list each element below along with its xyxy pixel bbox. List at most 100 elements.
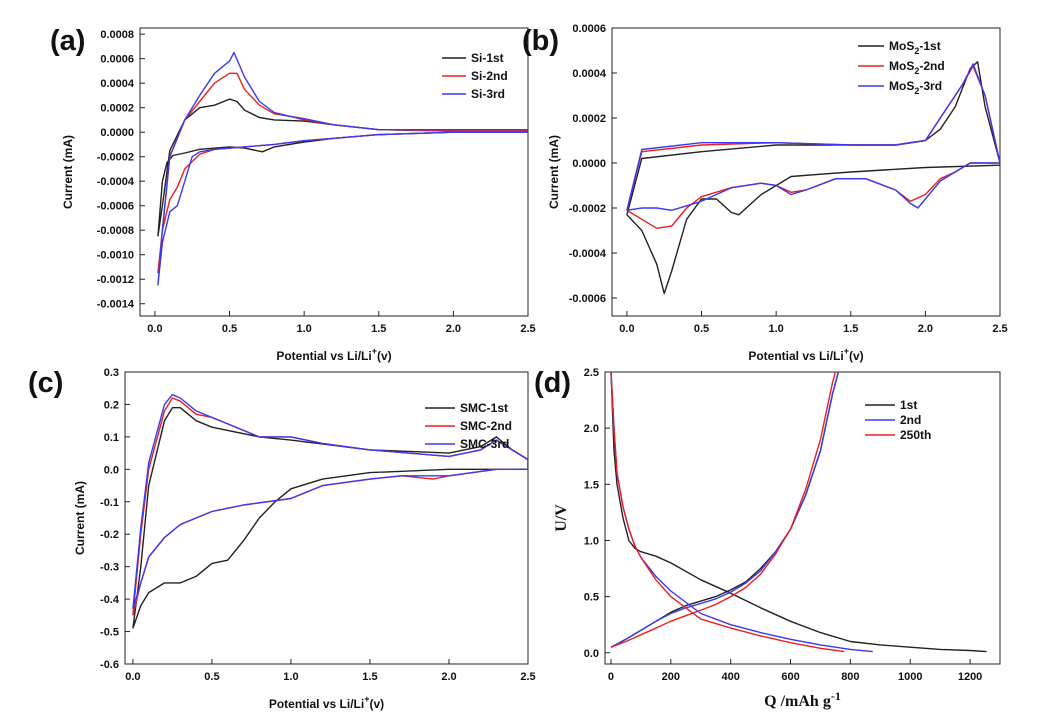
series-line-2-seg2: [610, 372, 840, 648]
x-tick-label: 0.5: [222, 323, 237, 335]
x-axis-label-unit: (v): [849, 349, 864, 363]
y-tick-label: 0.0002: [572, 113, 606, 125]
legend-label-main: SMC-2nd: [460, 419, 512, 433]
x-tick-label: 1.5: [362, 671, 377, 683]
x-tick-label: 800: [841, 671, 859, 683]
x-axis-label-sup: +: [372, 346, 377, 356]
y-tick-label: 0.0006: [100, 54, 134, 66]
x-axis-label-main: Q /mAh g: [764, 693, 831, 710]
series-line-2: [157, 72, 528, 274]
legend-label: 250th: [900, 428, 931, 442]
legend-label-main: MoS: [889, 59, 914, 73]
legend-label: 2nd: [900, 413, 921, 427]
chart-panel-2: (b) 0.0 0.5 1.0 1.5 2.0 2.5 0.0006 0.0004 0.0002 0…: [522, 23, 1008, 363]
legend-label-suffix: -2nd: [919, 59, 944, 73]
x-tick-label: 400: [722, 671, 740, 683]
y-tick-label: -0.0010: [97, 250, 134, 262]
legend-label-main: Si-1st: [471, 51, 504, 65]
x-axis-label-main: Potential vs Li/Li: [276, 349, 371, 363]
plot-frame: [124, 371, 529, 665]
legend-label-suffix: -1st: [919, 39, 940, 53]
x-tick-label: 1.0: [283, 671, 298, 683]
chart-panel-3: (c) 0.0 0.5 1.0 1.5 2.0 2.5 0.3 0.2 0.1 0.0 -0.1 -0.…: [28, 367, 536, 711]
y-axis-label: U/V: [553, 504, 570, 532]
legend-label-main: Si-2nd: [471, 69, 508, 83]
x-tick-label: 0.5: [694, 323, 709, 335]
x-axis-label-main: Potential vs Li/Li: [748, 349, 843, 363]
y-tick-label: -0.0014: [97, 299, 135, 311]
x-tick-label: 1.0: [769, 323, 784, 335]
y-tick-label: 0.0000: [100, 127, 134, 139]
legend-label: SMC-3rd: [460, 437, 509, 451]
y-tick-label: 0.0006: [572, 23, 606, 35]
y-tick-label: 0.2: [104, 399, 119, 411]
legend-label: Si-3rd: [471, 87, 505, 101]
series-line-3-seg2: [610, 372, 837, 648]
legend-label-sub: 2: [914, 86, 919, 96]
y-tick-label: -0.4: [100, 594, 120, 606]
series-line-1: [157, 98, 528, 237]
x-tick-label: 1000: [898, 671, 922, 683]
x-tick-label: 2.0: [446, 323, 461, 335]
legend-label-main: 1st: [900, 398, 917, 412]
y-tick-label: -0.3: [100, 562, 119, 574]
y-tick-label: 0.0004: [100, 78, 135, 90]
legend-label: MoS2-3rd: [889, 79, 942, 96]
y-tick-label: 0.5: [584, 592, 599, 604]
legend-label-main: Si-3rd: [471, 87, 505, 101]
series-line-3: [626, 63, 1000, 212]
x-tick-label: 2.0: [918, 323, 933, 335]
legend-label: MoS2-1st: [889, 39, 941, 56]
panel-label: (b): [522, 25, 559, 57]
x-axis-label-unit: (v): [377, 349, 392, 363]
x-tick-label: 0.0: [619, 323, 634, 335]
series-line-3-seg1: [610, 372, 845, 653]
series-line-1-seg2: [610, 372, 840, 648]
x-tick-label: 2.5: [520, 671, 535, 683]
x-tick-label: 0: [608, 671, 614, 683]
x-tick-label: 0.5: [204, 671, 219, 683]
legend-label: MoS2-2nd: [889, 59, 945, 76]
y-tick-label: 0.0002: [100, 103, 134, 115]
x-axis-label-main: Potential vs Li/Li: [269, 697, 364, 711]
legend-label: Si-1st: [471, 51, 504, 65]
y-tick-label: 0.0000: [572, 158, 606, 170]
y-tick-label: -0.0002: [569, 203, 606, 215]
y-tick-label: -0.0008: [97, 225, 134, 237]
x-axis-label-sup: +: [364, 694, 369, 704]
x-axis-label-sup: +: [844, 346, 849, 356]
x-axis-label-unit: (v): [369, 697, 384, 711]
y-tick-label: 2.5: [584, 367, 599, 379]
y-tick-label: -0.0004: [97, 176, 135, 188]
legend-label-main: SMC-1st: [460, 401, 508, 415]
plot-frame: [611, 27, 1001, 317]
y-tick-label: 0.0: [584, 648, 599, 660]
x-tick-label: 200: [662, 671, 680, 683]
y-tick-label: 1.0: [584, 535, 599, 547]
legend-label: 1st: [900, 398, 917, 412]
y-tick-label: -0.0006: [97, 201, 134, 213]
panel-label: (c): [28, 367, 63, 399]
panel-label: (d): [534, 367, 571, 399]
legend-label-main: SMC-3rd: [460, 437, 509, 451]
legend-label-sub: 2: [914, 66, 919, 76]
x-tick-label: 1.0: [297, 323, 312, 335]
series-line-3: [157, 51, 528, 286]
chart-panel-4: (d) 0 200 400 600 800 1000 1200 0.0 0.5 1.0 1.5 2.0 2…: [534, 367, 1001, 710]
x-tick-label: 1.5: [843, 323, 858, 335]
legend-label-main: MoS: [889, 39, 914, 53]
x-axis-label-sup: -1: [831, 689, 841, 703]
series-line-2: [626, 65, 1000, 230]
legend-label: Si-2nd: [471, 69, 508, 83]
y-tick-label: 2.0: [584, 423, 599, 435]
series-line-3: [132, 394, 528, 610]
x-tick-label: 1.5: [371, 323, 386, 335]
series-line-2-seg1: [610, 372, 873, 653]
y-tick-label: 0.0: [104, 464, 119, 476]
x-tick-label: 2.0: [441, 671, 456, 683]
legend-label-main: 250th: [900, 428, 931, 442]
y-tick-label: -0.0002: [97, 152, 134, 164]
series-line-1: [132, 407, 528, 629]
x-axis-label: Potential vs Li/Li+(v): [276, 346, 391, 363]
x-tick-label: 2.5: [992, 323, 1007, 335]
